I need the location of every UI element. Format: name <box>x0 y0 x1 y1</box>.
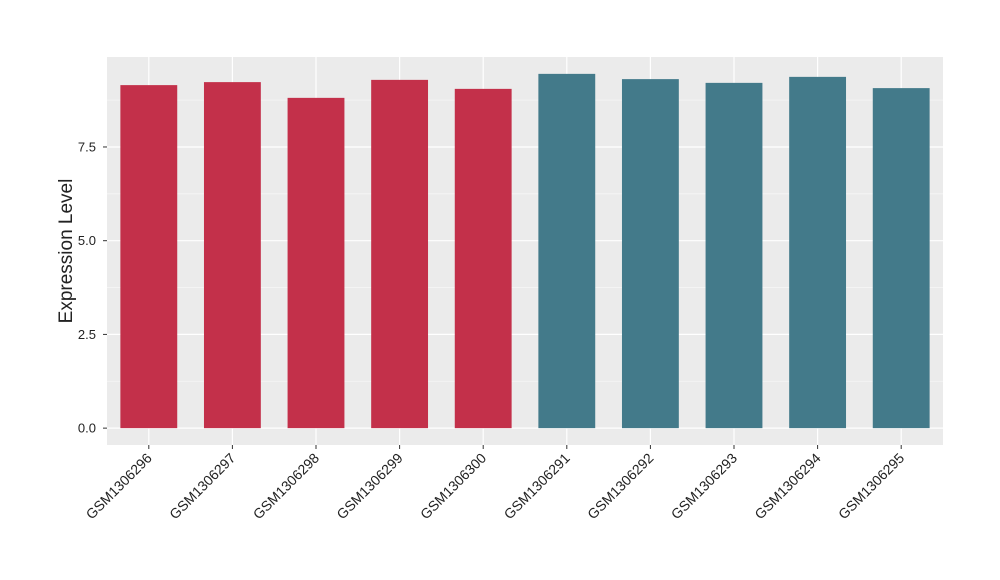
bar <box>203 82 261 429</box>
bar <box>621 79 679 429</box>
bar <box>705 82 763 429</box>
x-tick-label: GSM1306291 <box>501 450 574 523</box>
bar <box>538 73 596 429</box>
x-tick-label: GSM1306299 <box>333 450 406 523</box>
x-tick-label: GSM1306292 <box>584 450 657 523</box>
y-tick-label: 7.5 <box>78 139 96 154</box>
y-tick-label: 0.0 <box>78 421 96 436</box>
x-tick-label: GSM1306298 <box>250 450 323 523</box>
x-tick-label: GSM1306297 <box>166 450 239 523</box>
y-tick-label: 5.0 <box>78 233 96 248</box>
x-tick-label: GSM1306293 <box>668 450 741 523</box>
bar <box>454 88 512 429</box>
bar <box>120 85 178 429</box>
x-tick-label: GSM1306294 <box>751 450 824 523</box>
bar <box>287 97 345 429</box>
y-tick-label: 2.5 <box>78 327 96 342</box>
x-tick-label: GSM1306295 <box>835 450 908 523</box>
y-axis-title: Expression Level <box>56 179 77 324</box>
bar <box>872 88 930 429</box>
bar <box>371 79 429 429</box>
bar <box>789 76 847 429</box>
x-tick-label: GSM1306300 <box>417 450 490 523</box>
x-tick-label: GSM1306296 <box>83 450 156 523</box>
